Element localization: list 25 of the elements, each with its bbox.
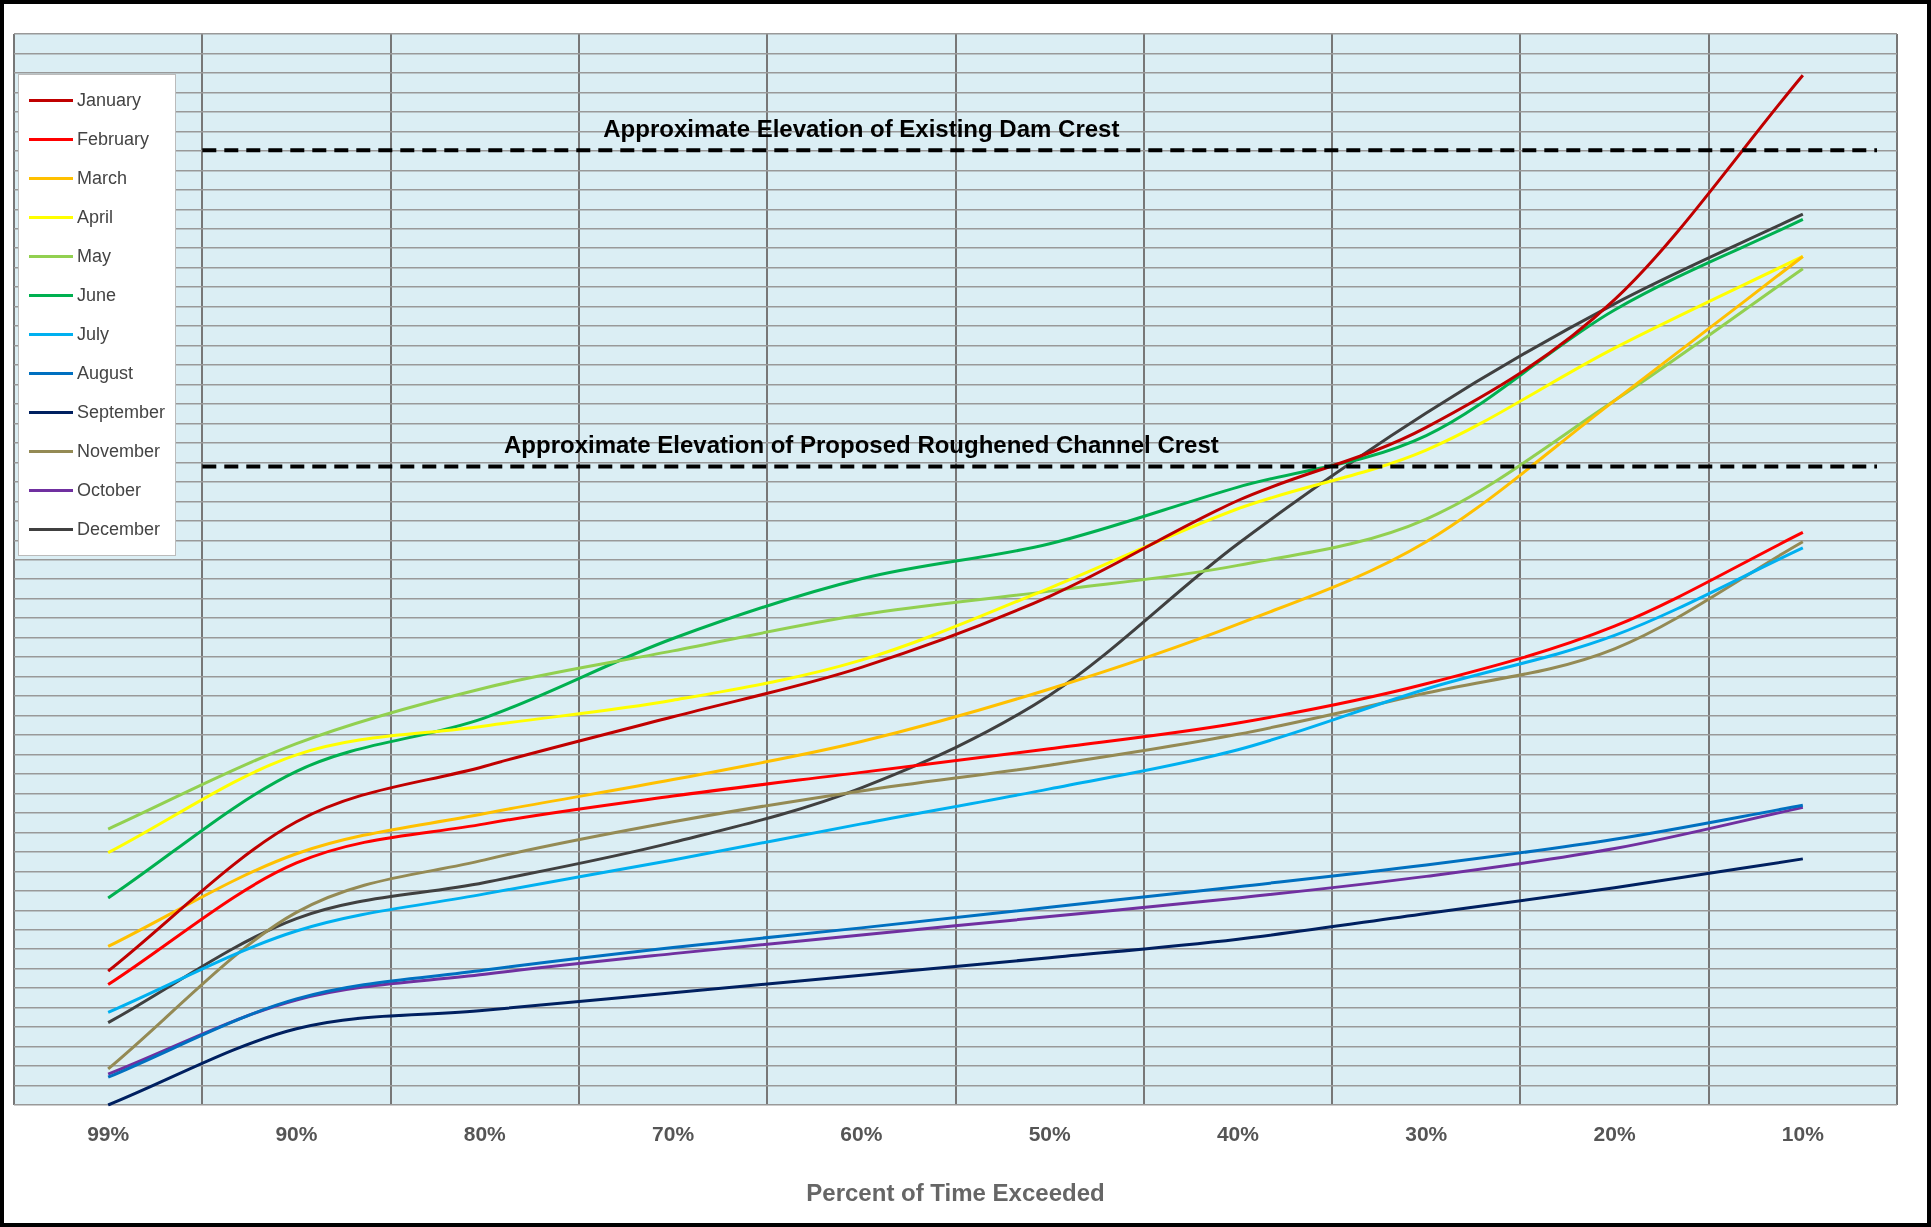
legend-label: February bbox=[77, 129, 150, 150]
x-tick-label: 50% bbox=[1028, 1122, 1071, 1146]
ref-line-label: Approximate Elevation of Proposed Roughened Channel Crest bbox=[503, 431, 1219, 459]
legend-label: October bbox=[77, 480, 142, 501]
legend-label: March bbox=[77, 168, 128, 189]
x-tick-label: 60% bbox=[840, 1122, 883, 1146]
x-tick-label: 10% bbox=[1781, 1122, 1825, 1146]
x-tick-label: 40% bbox=[1216, 1122, 1260, 1146]
x-tick-label: 90% bbox=[275, 1122, 318, 1146]
legend-label: April bbox=[77, 207, 114, 228]
legend-label: September bbox=[77, 402, 166, 423]
x-axis-title: Percent of Time Exceeded bbox=[806, 1179, 1105, 1207]
legend-label: May bbox=[77, 246, 112, 267]
ref-line-label: Approximate Elevation of Existing Dam Crest bbox=[603, 114, 1120, 142]
legend-label: December bbox=[77, 519, 161, 540]
x-tick-label: 99% bbox=[87, 1122, 130, 1146]
x-tick-label: 20% bbox=[1593, 1122, 1636, 1146]
legend-label: June bbox=[77, 285, 117, 306]
legend-label: August bbox=[77, 363, 134, 384]
x-tick-label: 80% bbox=[463, 1122, 507, 1146]
x-tick-label: 30% bbox=[1405, 1122, 1448, 1146]
legend-label: November bbox=[77, 441, 161, 462]
legend-label: July bbox=[77, 324, 110, 345]
x-tick-label: 70% bbox=[652, 1122, 695, 1146]
legend-label: January bbox=[77, 90, 142, 111]
